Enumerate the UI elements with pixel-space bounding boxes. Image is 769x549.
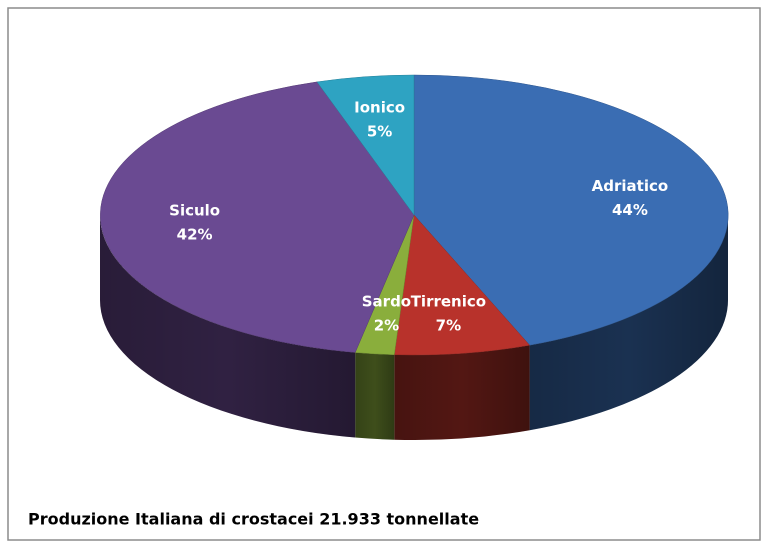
slice (394, 214, 531, 356)
slice-side-shade (529, 215, 728, 431)
slice-side-shade (394, 345, 530, 440)
slice-label: Siculo (169, 202, 220, 220)
slice-label: Adriatico (592, 177, 669, 195)
slice-label: Ionico (354, 99, 405, 117)
slice (413, 74, 729, 346)
slice-value-label: 7% (436, 316, 461, 334)
slice-label: Sardo (362, 293, 411, 311)
slice (100, 81, 415, 353)
slice-label: Tirrenico (411, 292, 486, 310)
chart-title: Produzione Italiana di crostacei 21.933 … (28, 510, 479, 529)
slice-side-shade (355, 352, 395, 440)
slice-value-label: 2% (374, 317, 399, 335)
slice (316, 74, 415, 216)
slice-value-label: 42% (177, 226, 213, 244)
slice-side-shade (100, 215, 356, 438)
slice-value-label: 44% (612, 201, 648, 219)
slice-value-label: 5% (367, 123, 392, 141)
